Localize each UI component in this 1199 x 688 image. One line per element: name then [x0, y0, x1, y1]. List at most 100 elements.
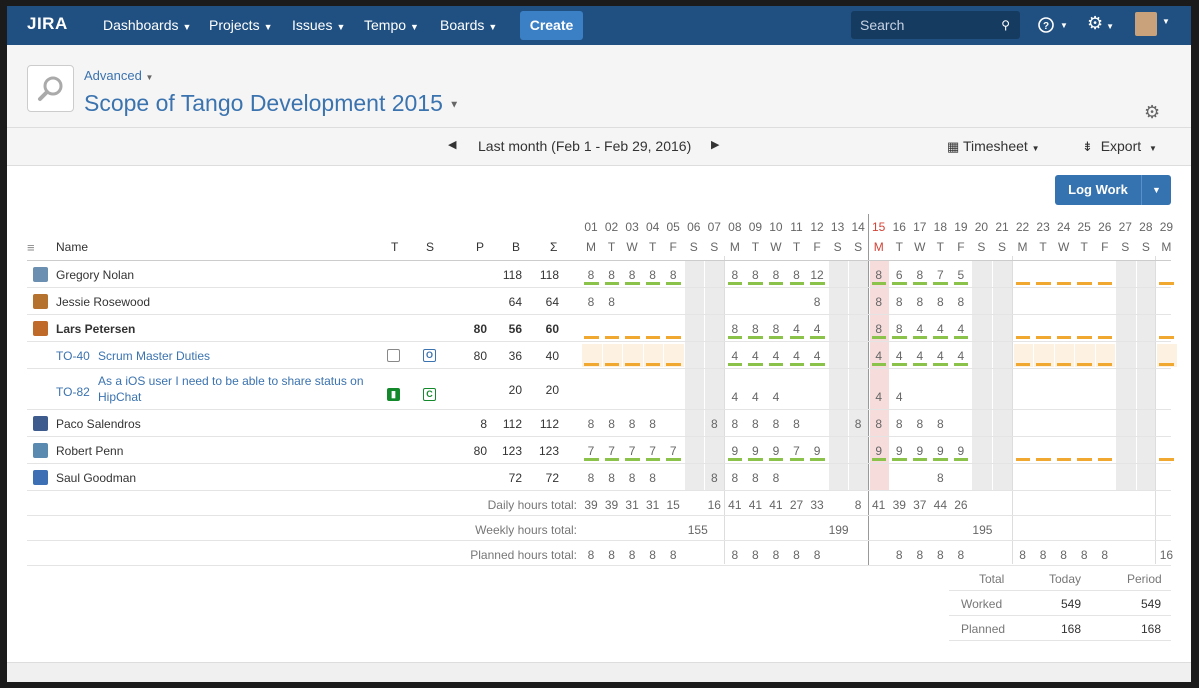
billed-column-header[interactable]: B	[512, 240, 521, 254]
hours-cell[interactable]: 8	[731, 470, 739, 485]
hours-cell[interactable]: 8	[649, 470, 656, 485]
hours-cell[interactable]: 4	[731, 390, 739, 404]
hours-cell[interactable]: 8	[957, 294, 965, 309]
hours-cell[interactable]: 8	[875, 294, 883, 309]
hours-cell[interactable]: 8	[937, 294, 944, 309]
hours-cell[interactable]: 8	[649, 416, 656, 431]
table-row[interactable]	[27, 410, 1171, 437]
hours-cell[interactable]: 8	[875, 416, 883, 431]
chevron-down-icon[interactable]: ▼	[1162, 17, 1170, 26]
hours-cell[interactable]: 8	[669, 267, 677, 282]
sum-column-header[interactable]: Σ	[550, 240, 558, 254]
hours-cell[interactable]: 4	[916, 321, 924, 336]
hours-cell[interactable]: 4	[813, 348, 821, 363]
hours-cell[interactable]: 4	[793, 348, 800, 363]
hours-cell[interactable]: 8	[772, 416, 780, 431]
issue-key[interactable]: TO-82	[56, 384, 90, 399]
status-column-header[interactable]: S	[426, 240, 435, 254]
hours-cell[interactable]: 8	[875, 321, 883, 336]
hours-cell[interactable]: 4	[937, 321, 944, 336]
hours-cell[interactable]: 7	[793, 443, 800, 458]
hours-cell[interactable]: 4	[895, 390, 903, 404]
user-name[interactable]: Paco Salendros	[56, 416, 141, 431]
nav-tempo[interactable]: Tempo ▼	[364, 17, 419, 33]
user-avatar[interactable]	[1135, 12, 1157, 36]
hours-cell[interactable]: 8	[854, 416, 862, 431]
chevron-down-icon[interactable]: ▼	[1141, 175, 1171, 205]
hours-cell[interactable]: 7	[608, 443, 615, 458]
user-name[interactable]: Lars Petersen	[56, 321, 136, 336]
search-input[interactable]: Search ⚲	[851, 11, 1020, 39]
hours-cell[interactable]: 8	[813, 294, 821, 309]
issue-key[interactable]: TO-40	[56, 348, 90, 363]
hours-cell[interactable]: 8	[608, 470, 615, 485]
hours-cell[interactable]: 6	[895, 267, 903, 282]
hours-cell[interactable]: 8	[608, 267, 615, 282]
hours-cell[interactable]: 7	[669, 443, 677, 458]
user-name[interactable]: Jessie Rosewood	[56, 294, 151, 309]
hours-cell[interactable]: 5	[957, 267, 965, 282]
table-row[interactable]	[27, 261, 1171, 288]
hours-cell[interactable]: 9	[916, 443, 924, 458]
hours-cell[interactable]: 8	[587, 294, 595, 309]
hours-cell[interactable]: 4	[957, 321, 965, 336]
hours-cell[interactable]: 8	[649, 267, 656, 282]
hours-cell[interactable]: 8	[731, 267, 739, 282]
hours-cell[interactable]: 12	[810, 267, 824, 282]
hours-cell[interactable]: 7	[587, 443, 595, 458]
advanced-dropdown[interactable]: Advanced ▼	[84, 68, 154, 83]
timesheet-dropdown[interactable]: ▦ Timesheet ▼	[947, 138, 1040, 154]
hours-cell[interactable]: 8	[587, 267, 595, 282]
hours-cell[interactable]: 4	[772, 390, 780, 404]
hours-cell[interactable]: 8	[731, 416, 739, 431]
hours-cell[interactable]: 8	[916, 416, 924, 431]
hours-cell[interactable]: 9	[772, 443, 780, 458]
hours-cell[interactable]: 7	[649, 443, 656, 458]
hours-cell[interactable]: 8	[587, 416, 595, 431]
hours-cell[interactable]: 8	[710, 416, 718, 431]
gear-icon[interactable]: ⚙ ▼	[1087, 13, 1115, 33]
hours-cell[interactable]: 4	[793, 321, 800, 336]
type-column-header[interactable]: T	[391, 240, 399, 254]
table-row[interactable]	[27, 342, 1171, 369]
hours-cell[interactable]: 4	[731, 348, 739, 363]
hours-cell[interactable]: 9	[895, 443, 903, 458]
hours-cell[interactable]: 9	[752, 443, 759, 458]
hours-cell[interactable]: 8	[752, 416, 759, 431]
hours-cell[interactable]: 8	[937, 416, 944, 431]
user-name[interactable]: Gregory Nolan	[56, 267, 135, 282]
hours-cell[interactable]: 9	[875, 443, 883, 458]
export-dropdown[interactable]: ⇟ Export ▼	[1082, 138, 1157, 154]
issue-summary[interactable]: As a iOS user I need to be able to share…	[98, 374, 364, 388]
hours-cell[interactable]: 8	[875, 267, 883, 282]
table-row[interactable]	[27, 315, 1171, 342]
nav-projects[interactable]: Projects ▼	[209, 17, 273, 33]
hours-cell[interactable]: 8	[895, 321, 903, 336]
hours-cell[interactable]: 7	[937, 267, 944, 282]
period-selector[interactable]: Last month (Feb 1 - Feb 29, 2016)	[478, 138, 692, 154]
hours-cell[interactable]: 9	[813, 443, 821, 458]
hours-cell[interactable]: 8	[608, 416, 615, 431]
hours-cell[interactable]: 8	[895, 294, 903, 309]
hours-cell[interactable]: 4	[813, 321, 821, 336]
table-row[interactable]	[27, 369, 1171, 410]
hours-cell[interactable]: 9	[957, 443, 965, 458]
hours-cell[interactable]: 8	[752, 321, 759, 336]
nav-issues[interactable]: Issues ▼	[292, 17, 346, 33]
hours-cell[interactable]: 8	[916, 294, 924, 309]
table-row[interactable]	[27, 437, 1171, 464]
hours-cell[interactable]: 4	[752, 348, 759, 363]
hours-cell[interactable]: 4	[895, 348, 903, 363]
hours-cell[interactable]: 4	[957, 348, 965, 363]
hours-cell[interactable]: 8	[608, 294, 615, 309]
hours-cell[interactable]: 8	[587, 470, 595, 485]
hours-cell[interactable]: 8	[628, 267, 636, 282]
issue-summary[interactable]: Scrum Master Duties	[98, 348, 211, 363]
column-chooser-icon[interactable]: ≡	[27, 240, 35, 255]
hours-cell[interactable]: 8	[772, 470, 780, 485]
jira-logo[interactable]: JIRA	[27, 14, 68, 33]
hours-cell[interactable]: 7	[628, 443, 636, 458]
hours-cell[interactable]: 9	[731, 443, 739, 458]
hours-cell[interactable]: 8	[793, 267, 800, 282]
hours-cell[interactable]: 8	[772, 267, 780, 282]
